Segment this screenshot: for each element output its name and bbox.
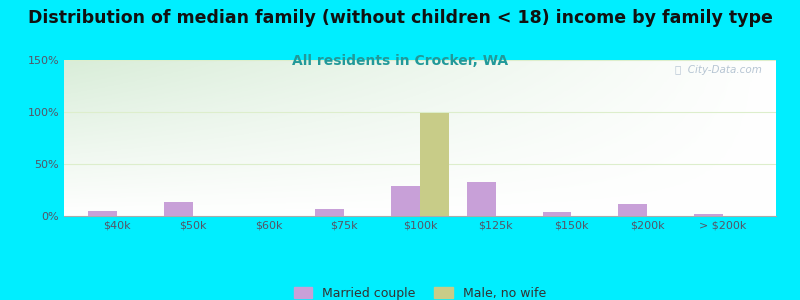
Text: ⓘ  City-Data.com: ⓘ City-Data.com bbox=[675, 65, 762, 75]
Bar bbox=[420, 113, 449, 216]
Bar bbox=[88, 211, 117, 216]
Bar bbox=[467, 182, 496, 216]
Bar bbox=[542, 212, 571, 216]
Text: All residents in Crocker, WA: All residents in Crocker, WA bbox=[292, 54, 508, 68]
Text: Distribution of median family (without children < 18) income by family type: Distribution of median family (without c… bbox=[27, 9, 773, 27]
Bar bbox=[391, 186, 420, 216]
Legend: Married couple, Male, no wife: Married couple, Male, no wife bbox=[289, 281, 551, 300]
Bar bbox=[618, 203, 647, 216]
Bar bbox=[694, 214, 723, 216]
Bar bbox=[164, 202, 193, 216]
Bar bbox=[315, 209, 344, 216]
